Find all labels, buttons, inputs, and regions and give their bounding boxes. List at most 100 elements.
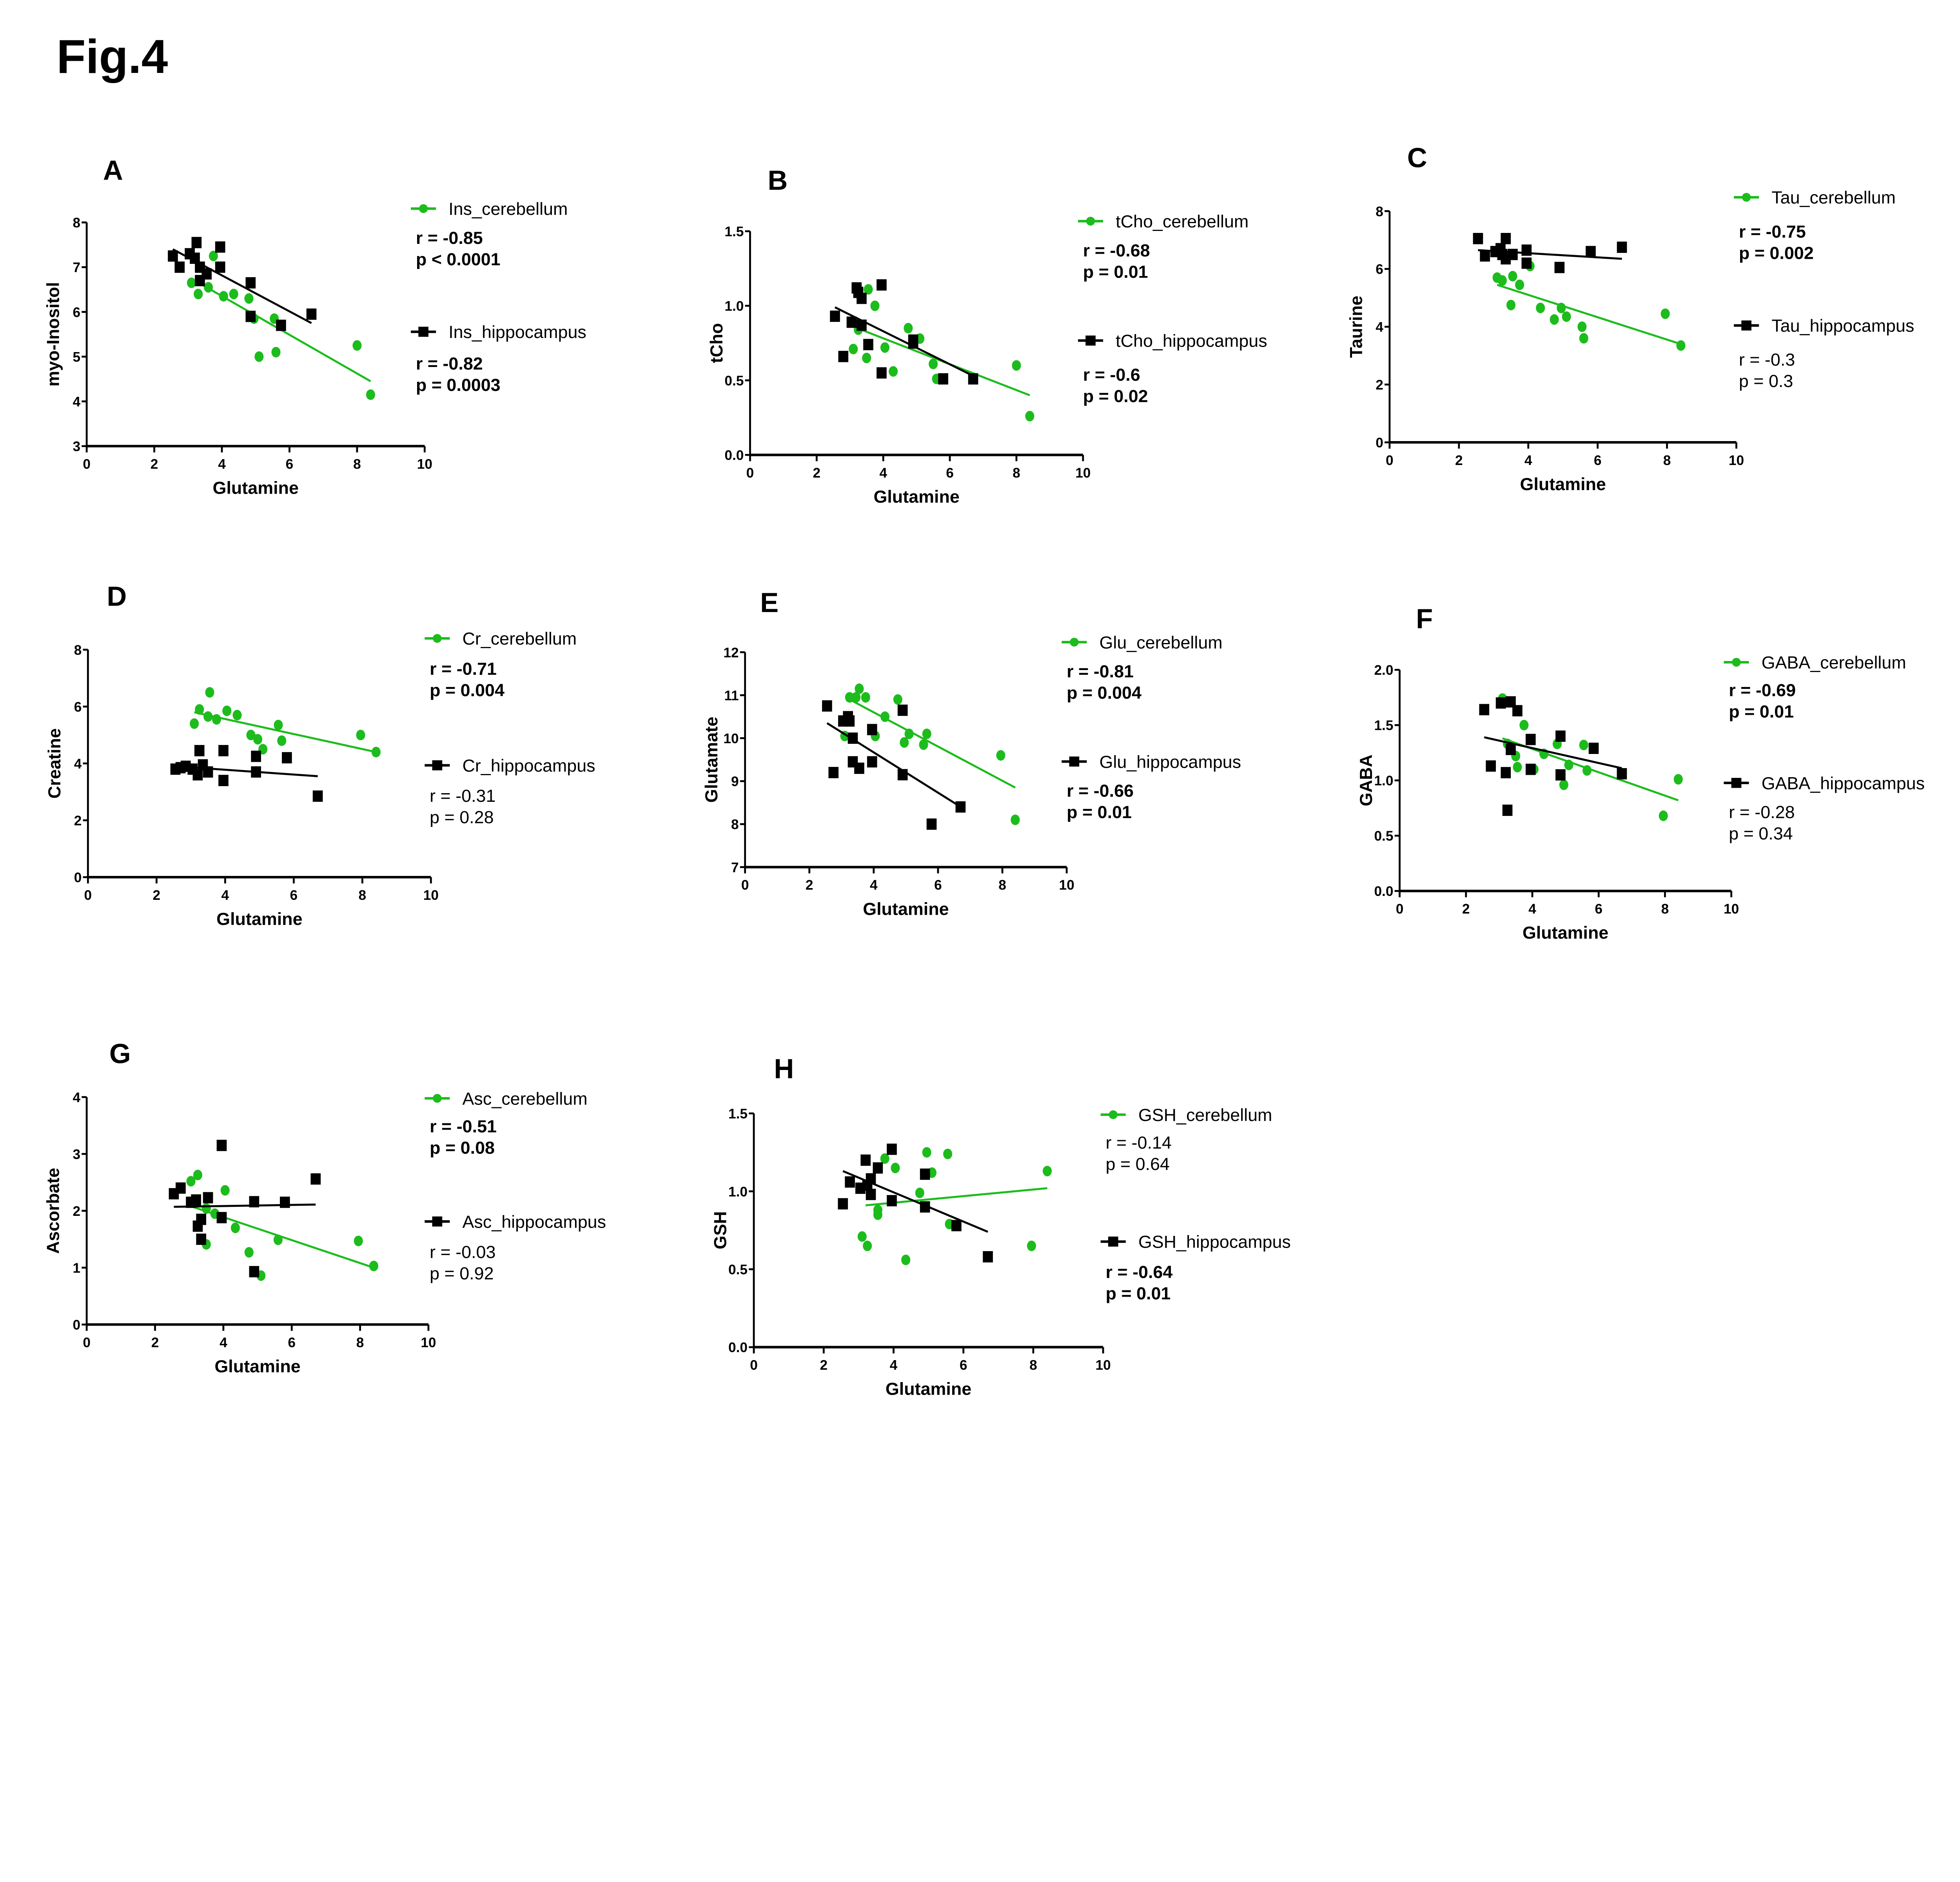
x-tick-label: 10 bbox=[1724, 901, 1739, 917]
x-tick-label: 2 bbox=[1462, 901, 1470, 917]
data-point bbox=[855, 683, 864, 694]
r-value: r = -0.82 bbox=[416, 353, 483, 373]
x-axis-label: Glutamine bbox=[1520, 474, 1606, 494]
data-point bbox=[1559, 779, 1568, 790]
p-value: p = 0.64 bbox=[1106, 1154, 1170, 1174]
x-tick-label: 4 bbox=[879, 465, 887, 481]
y-tick-label: 8 bbox=[731, 817, 739, 832]
y-axis-label: Glutamate bbox=[701, 717, 721, 803]
data-point bbox=[245, 277, 256, 289]
panel-C: C 0 2 4 6 8 10 0 2 4 6 8 Glutamine Taurine Tau_cerebel… bbox=[1346, 142, 1914, 494]
data-point bbox=[1486, 760, 1496, 772]
data-point bbox=[901, 1254, 911, 1265]
y-tick-label: 8 bbox=[74, 643, 82, 658]
r-value: r = -0.28 bbox=[1729, 802, 1795, 822]
p-value: p < 0.0001 bbox=[416, 249, 501, 269]
x-tick-label: 10 bbox=[1075, 465, 1091, 481]
r-value: r = -0.64 bbox=[1106, 1262, 1173, 1282]
data-point bbox=[1506, 743, 1516, 755]
y-tick-label: 0.5 bbox=[724, 373, 744, 389]
data-point bbox=[354, 1235, 363, 1246]
data-point bbox=[174, 261, 185, 273]
legend-label: Glu_cerebellum bbox=[1099, 632, 1222, 652]
r-value: r = -0.68 bbox=[1083, 240, 1150, 260]
data-point bbox=[1617, 242, 1627, 253]
panel-E: E 0 2 4 6 8 10 7 8 9 10 11 12 Glutamine Glutamate Glu_c… bbox=[701, 587, 1241, 919]
y-tick-label: 0.0 bbox=[1374, 884, 1393, 899]
data-point bbox=[864, 284, 873, 295]
y-tick-label: 9 bbox=[731, 774, 739, 789]
data-point bbox=[229, 289, 238, 300]
data-point bbox=[253, 734, 263, 745]
data-point bbox=[1676, 340, 1686, 351]
y-axis-label: Creatine bbox=[44, 728, 64, 799]
data-point bbox=[887, 1143, 897, 1155]
x-tick-label: 0 bbox=[83, 1335, 91, 1350]
p-value: p = 0.002 bbox=[1739, 243, 1814, 263]
y-tick-label: 4 bbox=[73, 394, 81, 410]
y-tick-label: 7 bbox=[731, 860, 739, 875]
y-tick-label: 3 bbox=[73, 1147, 81, 1162]
y-tick-label: 1 bbox=[73, 1261, 81, 1276]
regression-line bbox=[194, 711, 376, 753]
regression-line bbox=[842, 1170, 989, 1233]
legend-marker-circle bbox=[433, 1094, 442, 1103]
y-tick-label: 7 bbox=[73, 260, 81, 275]
x-tick-label: 6 bbox=[1595, 901, 1602, 917]
x-tick-label: 8 bbox=[1029, 1358, 1037, 1373]
x-tick-label: 6 bbox=[934, 877, 942, 893]
x-tick-label: 8 bbox=[1661, 901, 1669, 917]
x-tick-label: 8 bbox=[998, 877, 1006, 893]
data-point bbox=[191, 237, 202, 249]
data-point bbox=[951, 1220, 962, 1232]
data-point bbox=[193, 1170, 203, 1181]
data-point bbox=[366, 389, 375, 400]
y-axis-label: GSH bbox=[710, 1211, 730, 1249]
data-point bbox=[1012, 360, 1021, 371]
data-point bbox=[230, 1223, 240, 1233]
data-point bbox=[887, 1195, 897, 1206]
data-point bbox=[1497, 275, 1507, 286]
data-point bbox=[873, 1209, 882, 1220]
x-tick-label: 0 bbox=[746, 465, 754, 481]
data-point bbox=[857, 1231, 867, 1242]
x-axis-label: Glutamine bbox=[213, 478, 299, 498]
data-point bbox=[1508, 271, 1517, 282]
legend-label: Asc_cerebellum bbox=[462, 1088, 587, 1108]
y-tick-label: 8 bbox=[1376, 204, 1383, 219]
data-point bbox=[846, 316, 857, 328]
y-tick-label: 2.0 bbox=[1374, 663, 1393, 678]
data-point bbox=[866, 1188, 876, 1200]
data-point bbox=[216, 1139, 227, 1151]
data-point bbox=[943, 1148, 953, 1159]
x-axis-label: Glutamine bbox=[216, 909, 302, 929]
data-point bbox=[861, 692, 870, 703]
data-point bbox=[1588, 743, 1599, 754]
data-point bbox=[877, 367, 887, 379]
p-value: p = 0.01 bbox=[1083, 262, 1148, 282]
y-tick-label: 8 bbox=[73, 215, 81, 231]
data-point bbox=[889, 366, 898, 377]
y-tick-label: 0.0 bbox=[724, 448, 744, 463]
legend-marker-square bbox=[418, 327, 428, 337]
data-point bbox=[1501, 767, 1511, 779]
data-point bbox=[1515, 279, 1524, 290]
data-point bbox=[369, 1261, 378, 1272]
r-value: r = -0.3 bbox=[1739, 350, 1795, 370]
x-tick-label: 4 bbox=[1524, 453, 1532, 468]
x-tick-label: 6 bbox=[1594, 453, 1602, 468]
data-point bbox=[1502, 805, 1513, 816]
x-tick-label: 0 bbox=[1396, 901, 1404, 917]
data-point bbox=[274, 719, 283, 730]
data-point bbox=[352, 340, 362, 351]
y-tick-label: 4 bbox=[74, 756, 82, 772]
x-tick-label: 0 bbox=[741, 877, 749, 893]
y-tick-label: 1.0 bbox=[728, 1184, 748, 1199]
legend-marker-circle bbox=[1742, 193, 1751, 202]
panel-B: B 0 2 4 6 8 10 0.0 0.5 1.0 1.5 Glutamine tCho tCho_ce… bbox=[706, 165, 1267, 507]
x-tick-label: 4 bbox=[218, 457, 226, 472]
